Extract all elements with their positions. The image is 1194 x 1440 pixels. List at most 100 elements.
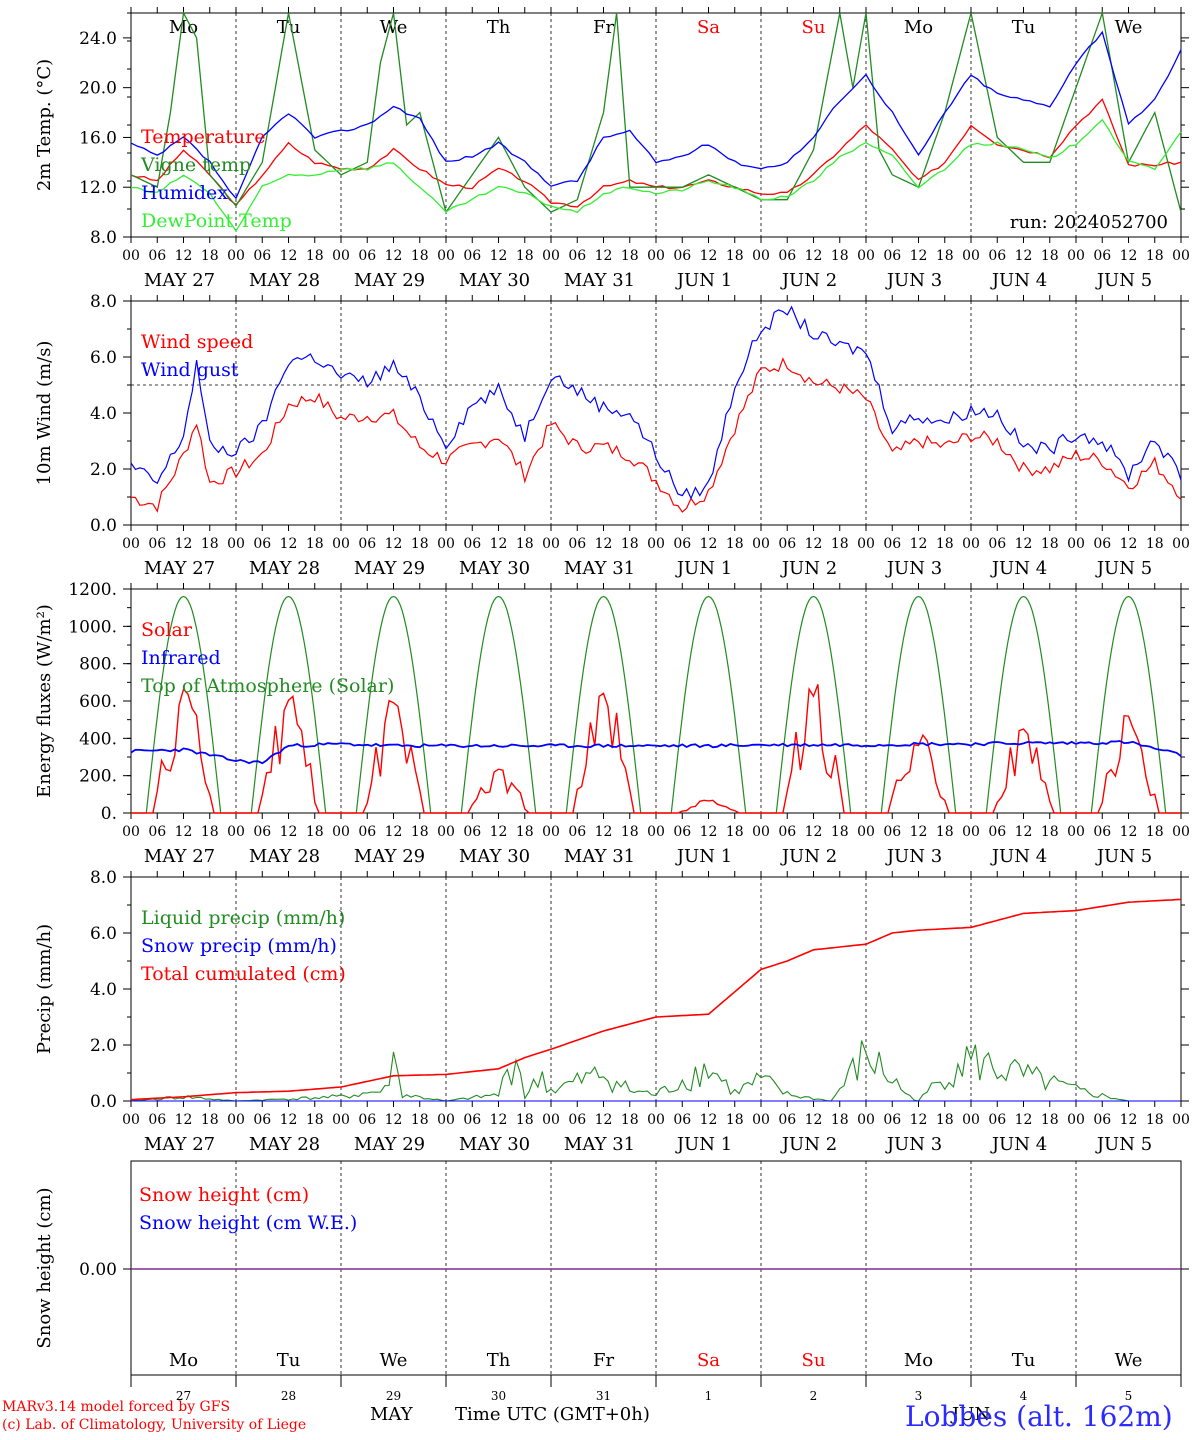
x-hour-label: 06	[358, 248, 376, 264]
x-date-label: JUN 1	[675, 846, 732, 867]
x-hour-label: 06	[1093, 1112, 1111, 1128]
legend-entry: Infrared	[141, 647, 221, 669]
x-hour-label: 00	[122, 1112, 140, 1128]
x-date-label: JUN 1	[675, 1134, 732, 1155]
x-hour-label: 12	[700, 824, 718, 840]
x-hour-label: 12	[700, 536, 718, 552]
x-hour-label: 00	[647, 1112, 665, 1128]
x-hour-label: 18	[1146, 1112, 1164, 1128]
x-date-label: MAY 29	[354, 846, 425, 867]
x-hour-label: 00	[437, 1112, 455, 1128]
legend-entry: Temperature	[141, 126, 265, 148]
x-hour-label: 06	[883, 536, 901, 552]
x-hour-label: 00	[962, 1112, 980, 1128]
y-tick-label: 1200.	[68, 580, 117, 600]
x-hour-label: 18	[936, 1112, 954, 1128]
y-tick-label: 600.	[79, 692, 117, 712]
x-hour-label: 00	[1172, 536, 1190, 552]
day-label: Mo	[169, 1350, 198, 1371]
x-hour-label: 12	[1120, 248, 1138, 264]
model-credit: MARv3.14 model forced by GFS	[2, 1399, 231, 1415]
y-tick-label: 0.	[101, 804, 117, 824]
day-label: We	[1115, 17, 1143, 38]
y-tick-label: 20.0	[79, 79, 117, 99]
day-label: We	[380, 1350, 408, 1371]
legend-entry: DewPoint Temp	[141, 210, 292, 232]
x-hour-label: 06	[148, 1112, 166, 1128]
x-hour-label: 12	[1015, 536, 1033, 552]
x-hour-label: 12	[490, 824, 508, 840]
x-hour-label: 18	[726, 536, 744, 552]
x-date-label: MAY 29	[354, 558, 425, 579]
y-tick-label: 12.0	[79, 178, 117, 198]
x-hour-label: 00	[542, 248, 560, 264]
x-date-label: JUN 5	[1095, 558, 1152, 579]
x-hour-label: 12	[1015, 1112, 1033, 1128]
x-date-label: MAY 30	[459, 270, 530, 291]
x-date-label: JUN 4	[990, 558, 1047, 579]
x-hour-label: 12	[805, 824, 823, 840]
x-hour-label: 00	[227, 536, 245, 552]
x-hour-label: 06	[778, 536, 796, 552]
x-hour-label: 12	[175, 824, 193, 840]
x-date-label: JUN 5	[1095, 270, 1152, 291]
x-hour-label: 06	[883, 1112, 901, 1128]
x-hour-label: 18	[936, 248, 954, 264]
x-hour-label: 18	[1041, 1112, 1059, 1128]
x-hour-label: 00	[1067, 824, 1085, 840]
x-hour-label: 12	[1015, 248, 1033, 264]
x-hour-label: 18	[621, 824, 639, 840]
y-axis-label: Energy fluxes (W/m²)	[34, 604, 55, 798]
x-hour-label: 18	[1146, 248, 1164, 264]
x-hour-label: 12	[490, 536, 508, 552]
x-hour-label: 12	[385, 1112, 403, 1128]
day-label: Tu	[277, 17, 301, 38]
x-hour-label: 18	[201, 824, 219, 840]
x-hour-label: 00	[857, 536, 875, 552]
x-hour-label: 18	[1146, 824, 1164, 840]
x-hour-label: 00	[752, 824, 770, 840]
x-hour-label: 00	[227, 824, 245, 840]
x-hour-label: 18	[726, 1112, 744, 1128]
month-label-may: MAY	[370, 1404, 413, 1425]
y-tick-label: 6.0	[90, 348, 117, 368]
legend-entry: Wind gust	[141, 359, 239, 381]
x-hour-label: 00	[752, 536, 770, 552]
x-hour-label: 00	[647, 536, 665, 552]
x-date-label: MAY 27	[144, 1134, 215, 1155]
day-label: Sa	[697, 17, 720, 38]
x-hour-label: 18	[306, 536, 324, 552]
x-hour-label: 06	[988, 248, 1006, 264]
day-label: Tu	[277, 1350, 301, 1371]
x-hour-label: 18	[411, 1112, 429, 1128]
x-hour-label: 12	[805, 1112, 823, 1128]
x-hour-label: 18	[201, 536, 219, 552]
footer-credits: MARv3.14 model forced by GFS (c) Lab. of…	[2, 1398, 306, 1434]
x-date-label: MAY 30	[459, 1134, 530, 1155]
x-hour-label: 00	[542, 824, 560, 840]
y-tick-label: 6.0	[90, 924, 117, 944]
x-date-label: JUN 4	[990, 270, 1047, 291]
x-hour-label: 06	[1093, 248, 1111, 264]
time-axis-title: Time UTC (GMT+0h)	[455, 1404, 650, 1425]
x-hour-label: 12	[910, 824, 928, 840]
x-hour-label: 06	[253, 536, 271, 552]
day-label: Mo	[169, 17, 198, 38]
x-hour-label: 18	[201, 1112, 219, 1128]
x-hour-label: 12	[385, 536, 403, 552]
x-hour-label: 00	[332, 1112, 350, 1128]
x-hour-label: 06	[148, 824, 166, 840]
x-hour-label: 12	[910, 248, 928, 264]
series-line-solar	[131, 684, 1181, 814]
x-hour-label: 00	[962, 248, 980, 264]
x-hour-label: 00	[1172, 1112, 1190, 1128]
x-date-label: MAY 30	[459, 558, 530, 579]
x-hour-label: 00	[122, 536, 140, 552]
x-hour-label: 12	[595, 824, 613, 840]
x-date-label: JUN 1	[675, 558, 732, 579]
day-label: Su	[802, 17, 826, 38]
x-hour-label: 00	[122, 824, 140, 840]
date-number-label: 30	[491, 1389, 506, 1403]
y-axis-label: 10m Wind (m/s)	[34, 341, 55, 486]
x-hour-label: 12	[280, 536, 298, 552]
